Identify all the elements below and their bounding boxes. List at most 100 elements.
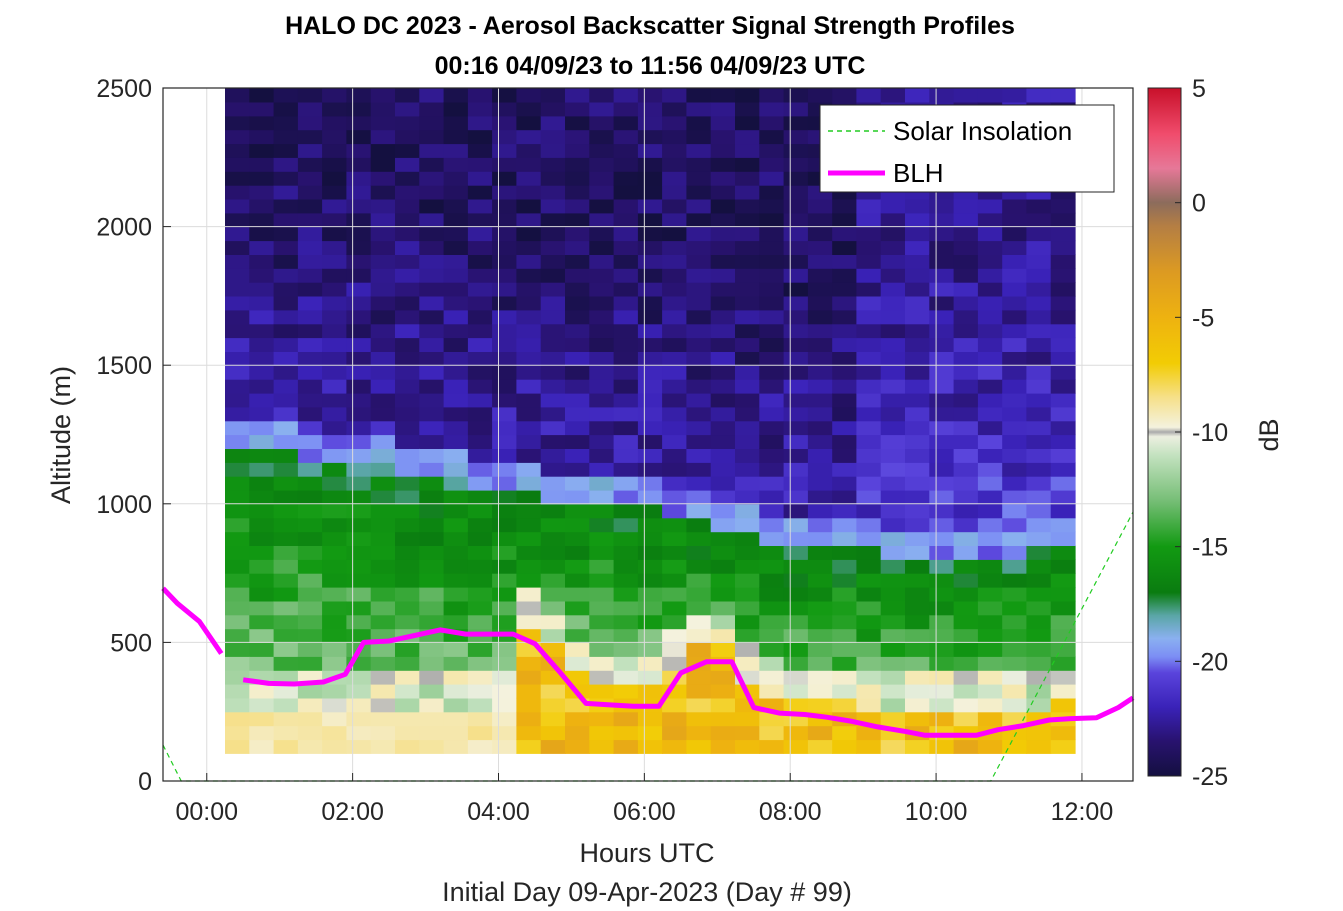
heatmap-cell: [516, 282, 542, 297]
heatmap-cell: [273, 240, 299, 255]
heatmap-cell: [759, 198, 785, 214]
heatmap-cell: [613, 448, 639, 463]
heatmap-cell: [419, 282, 445, 297]
heatmap-cell: [1002, 628, 1028, 643]
heatmap-cell: [297, 489, 323, 505]
heatmap-cell: [759, 545, 785, 560]
heatmap-cell: [880, 642, 906, 657]
heatmap-cell: [905, 226, 930, 242]
heatmap-cell: [516, 711, 542, 727]
heatmap-cell: [443, 143, 469, 158]
heatmap-cell: [735, 420, 760, 436]
heatmap-cell: [467, 573, 493, 588]
heatmap-cell: [929, 379, 955, 394]
heatmap-cell: [686, 254, 712, 269]
heatmap-cell: [759, 323, 785, 339]
heatmap-cell: [419, 739, 445, 754]
heatmap-cell: [225, 545, 250, 560]
heatmap-cell: [443, 365, 469, 380]
heatmap-cell: [297, 143, 323, 158]
heatmap-cell: [807, 503, 833, 519]
heatmap-cell: [419, 240, 445, 255]
heatmap-cell: [1026, 531, 1052, 546]
heatmap-cell: [346, 489, 372, 505]
heatmap-cell: [710, 115, 736, 131]
heatmap-cell: [977, 656, 1003, 671]
heatmap-cell: [880, 323, 906, 339]
heatmap-cell: [395, 600, 420, 616]
heatmap-cell: [322, 614, 347, 630]
heatmap-cell: [929, 420, 955, 436]
heatmap-cell: [735, 379, 760, 394]
heatmap-cell: [783, 545, 809, 560]
colorbar-label: dB: [1254, 418, 1284, 451]
heatmap-cell: [613, 295, 639, 311]
heatmap-cell: [297, 129, 323, 145]
heatmap-cell: [613, 656, 639, 671]
heatmap-cell: [613, 739, 639, 754]
heatmap-cell: [516, 365, 542, 380]
heatmap-cell: [467, 656, 493, 671]
heatmap-cell: [467, 406, 493, 422]
heatmap-cell: [905, 628, 930, 643]
heatmap-cell: [346, 171, 372, 186]
heatmap-cell: [467, 697, 493, 713]
heatmap-cell: [686, 365, 712, 380]
heatmap-cell: [929, 489, 955, 505]
heatmap-cell: [759, 559, 785, 574]
heatmap-cell: [540, 489, 566, 505]
heatmap-cell: [297, 462, 323, 477]
heatmap-cell: [1002, 503, 1028, 519]
heatmap-cell: [443, 587, 469, 602]
heatmap-cell: [273, 392, 299, 408]
heatmap-cell: [783, 143, 809, 158]
heatmap-cell: [273, 725, 299, 741]
heatmap-cell: [419, 157, 445, 172]
heatmap-cell: [662, 545, 687, 560]
heatmap-cell: [686, 309, 712, 325]
heatmap-cell: [783, 351, 809, 366]
heatmap-cell: [710, 711, 736, 727]
heatmap-cell: [273, 448, 299, 463]
heatmap-cell: [856, 503, 882, 519]
heatmap-cell: [613, 476, 639, 491]
heatmap-cell: [1026, 420, 1052, 436]
heatmap-cell: [1026, 489, 1052, 505]
heatmap-cell: [419, 406, 445, 422]
heatmap-cell: [492, 101, 517, 117]
heatmap-cell: [977, 406, 1003, 422]
heatmap-cell: [953, 351, 979, 366]
heatmap-cell: [977, 88, 1003, 103]
heatmap-cell: [953, 711, 979, 727]
heatmap-cell: [613, 198, 639, 214]
heatmap-cell: [322, 517, 347, 533]
heatmap-cell: [637, 365, 663, 380]
heatmap-cell: [1026, 406, 1052, 422]
heatmap-cell: [686, 462, 712, 477]
heatmap-cell: [492, 254, 517, 269]
heatmap-cell: [856, 545, 882, 560]
heatmap-cell: [516, 517, 542, 533]
heatmap-cell: [467, 115, 493, 131]
heatmap-cell: [686, 448, 712, 463]
heatmap-cell: [297, 295, 323, 311]
heatmap-cell: [807, 240, 833, 255]
heatmap-cell: [249, 531, 275, 546]
heatmap-cell: [832, 295, 858, 311]
y-tick-label: 2500: [96, 75, 152, 103]
heatmap-cell: [710, 476, 736, 491]
heatmap-cell: [686, 351, 712, 366]
heatmap-cell: [589, 531, 615, 546]
heatmap-cell: [832, 614, 858, 630]
heatmap-cell: [273, 628, 299, 643]
heatmap-cell: [880, 476, 906, 491]
heatmap-cell: [662, 587, 687, 602]
heatmap-cell: [832, 476, 858, 491]
heatmap-cell: [395, 115, 420, 131]
heatmap-cell: [1050, 684, 1076, 699]
heatmap-cell: [565, 88, 590, 103]
heatmap-cell: [249, 88, 275, 103]
heatmap-cell: [589, 212, 615, 228]
heatmap-cell: [1002, 420, 1028, 436]
